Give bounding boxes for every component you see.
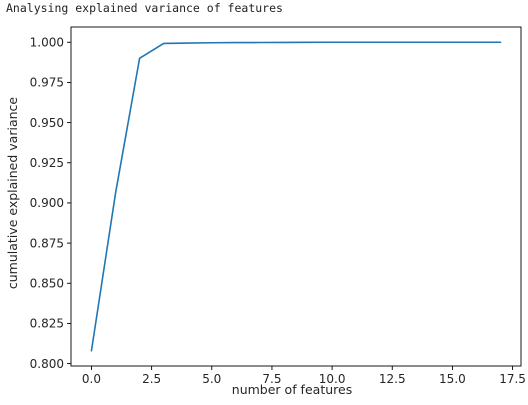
y-tick-label: 0.925 [30, 156, 64, 170]
y-ticks-group: 0.800 0.825 0.850 0.875 0.900 0.925 0.950 0.975… [30, 36, 71, 371]
y-tick-label: 0.875 [30, 236, 64, 250]
x-tick-label: 15.0 [439, 372, 466, 386]
x-tick-label: 12.5 [379, 372, 406, 386]
series-line [90, 41, 502, 352]
output-caption: Analysing explained variance of features [6, 1, 283, 15]
x-tick-label: 0.0 [82, 372, 101, 386]
y-tick-label: 1.000 [30, 36, 64, 50]
x-tick-label: 2.5 [142, 372, 161, 386]
x-axis-label: number of features [232, 382, 352, 397]
x-tick-label: 5.0 [202, 372, 221, 386]
x-tick-label: 10.0 [319, 372, 346, 386]
y-tick-label: 0.800 [30, 357, 64, 371]
y-tick-label: 0.975 [30, 76, 64, 90]
y-tick-label: 0.900 [30, 196, 64, 210]
plot-area-group [70, 26, 522, 367]
y-axis-label: cumulative explained variance [5, 97, 20, 290]
series-group [90, 41, 502, 352]
x-ticks-group: 0.0 2.5 5.0 7.5 10.0 12.5 15.0 17.5 [82, 366, 526, 386]
plot-frame [70, 26, 522, 367]
y-tick-label: 0.950 [30, 116, 64, 130]
x-tick-label: 7.5 [262, 372, 281, 386]
y-tick-label: 0.850 [30, 277, 64, 291]
x-tick-label: 17.5 [499, 372, 526, 386]
y-tick-label: 0.825 [30, 317, 64, 331]
